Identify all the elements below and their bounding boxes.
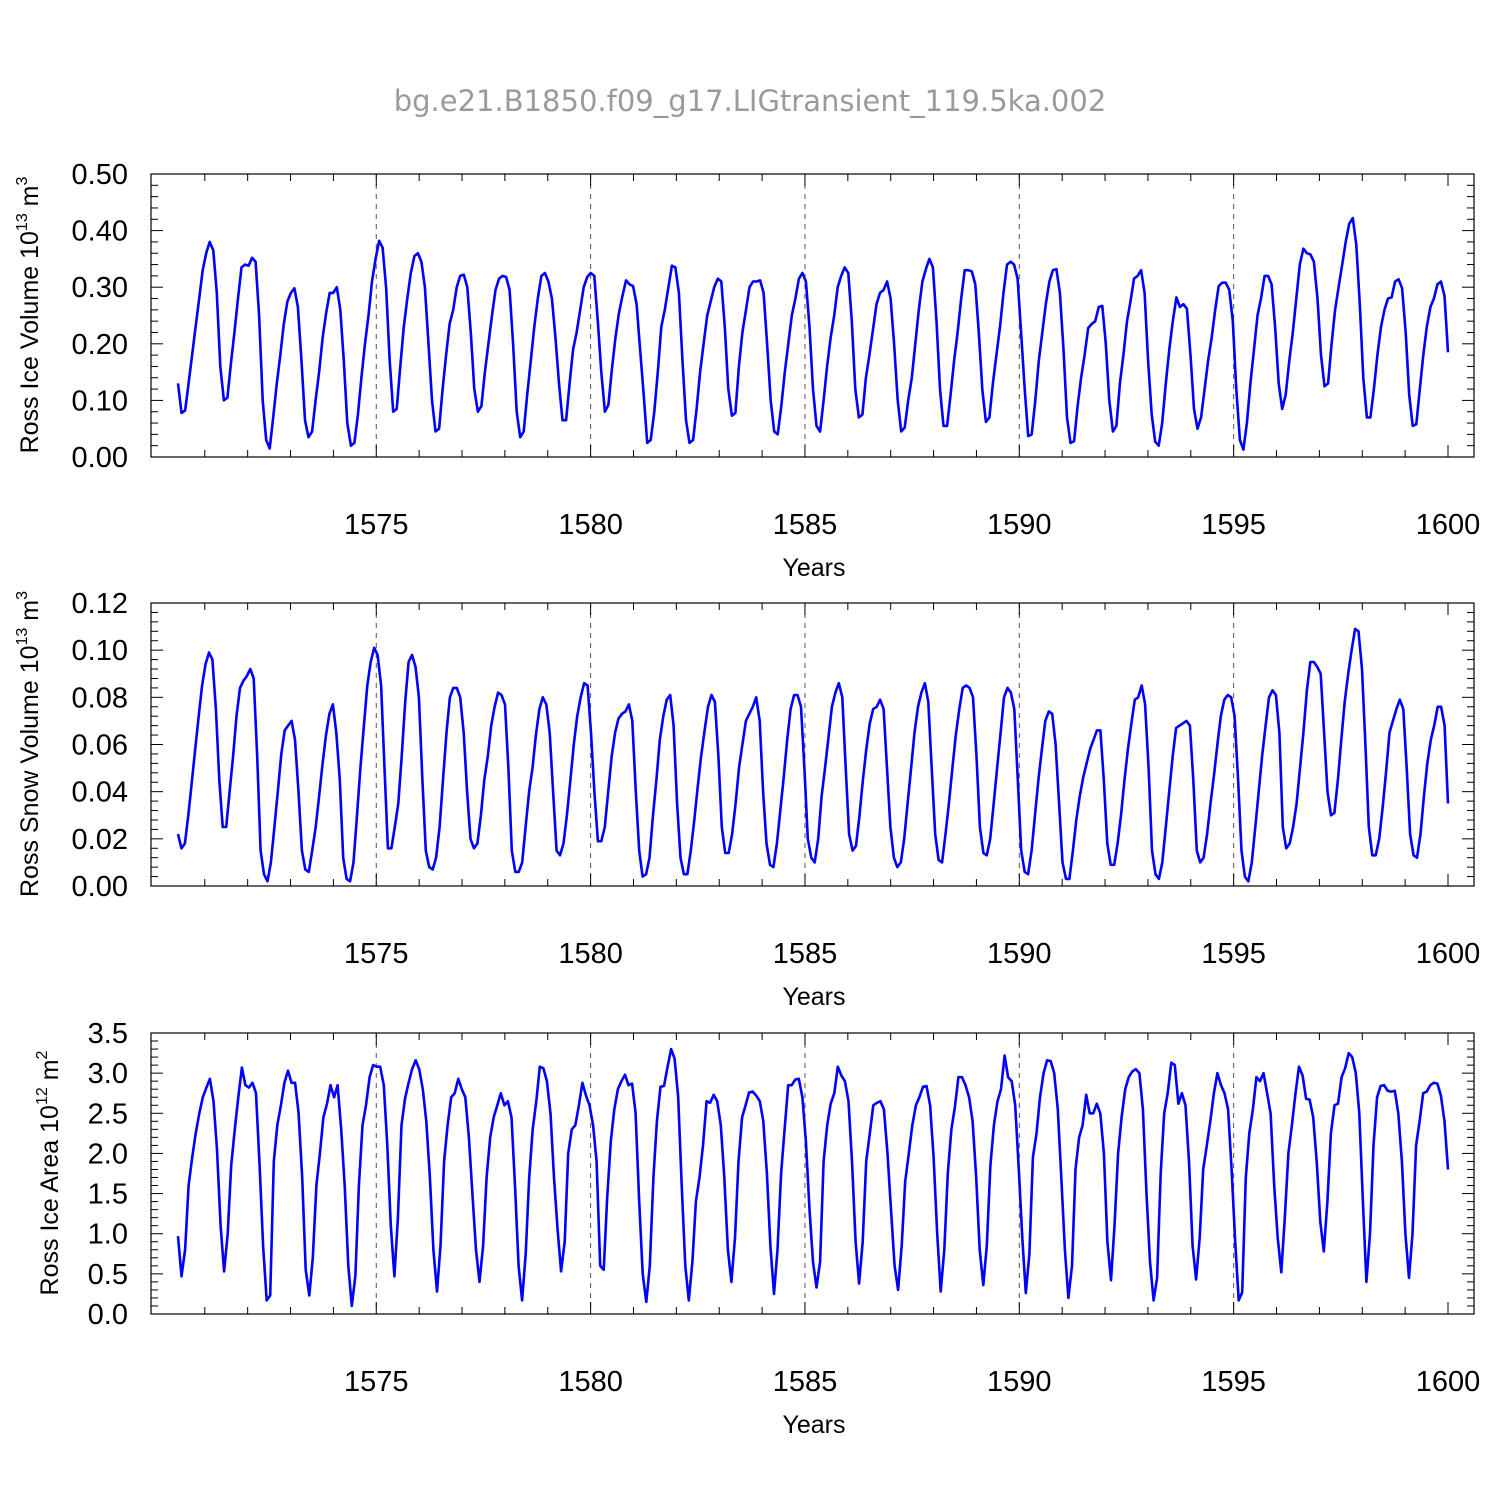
y-tick-label: 3.0 bbox=[88, 1058, 128, 1090]
y-tick-label: 0.10 bbox=[72, 385, 128, 417]
x-axis-label: Years bbox=[782, 983, 845, 1011]
y-tick-label: 1.0 bbox=[88, 1219, 128, 1251]
y-tick-label: 0.5 bbox=[88, 1259, 128, 1291]
y-tick-label: 2.5 bbox=[88, 1098, 128, 1130]
panel-snow-volume: 1575 1580 1585 1590 1595 1600 Years 0.00 0.02 0.0… bbox=[14, 588, 1480, 1011]
y-tick-label: 0.20 bbox=[72, 329, 128, 361]
y-tick-label: 2.0 bbox=[88, 1138, 128, 1170]
plot-frame bbox=[150, 602, 1475, 887]
y-tick-label: 0.08 bbox=[72, 682, 128, 714]
x-tick-label: 1595 bbox=[1201, 938, 1266, 970]
panel-ice-area: 1575 1580 1585 1590 1595 1600 Years 0.0 0.5 1.0 1.… bbox=[34, 1018, 1480, 1439]
x-tick-label: 1590 bbox=[987, 938, 1052, 970]
y-tick-label: 0.12 bbox=[72, 588, 128, 620]
y-tick-label: 0.02 bbox=[72, 824, 128, 856]
y-axis-label: Ross Ice Volume 1013 m3 bbox=[14, 176, 44, 453]
panels: 1575 1580 1585 1590 1595 1600 Years 0.00 0.10 0.2… bbox=[14, 159, 1480, 1439]
series-line bbox=[176, 627, 1450, 883]
y-tick-label: 0.10 bbox=[72, 635, 128, 667]
chart-title: bg.e21.B1850.f09_g17.LIGtransient_119.5k… bbox=[394, 84, 1107, 118]
x-tick-label: 1585 bbox=[773, 938, 838, 970]
y-tick-label: 1.5 bbox=[88, 1179, 128, 1211]
plot-frame bbox=[150, 173, 1475, 458]
x-tick-label: 1580 bbox=[558, 1366, 623, 1398]
x-tick-label: 1575 bbox=[344, 938, 409, 970]
x-tick-label: 1590 bbox=[987, 509, 1052, 541]
y-tick-label: 0.04 bbox=[72, 777, 128, 809]
y-axis-label: Ross Snow Volume 1013 m3 bbox=[14, 591, 44, 897]
y-tick-label: 0.06 bbox=[72, 730, 128, 762]
x-tick-label: 1600 bbox=[1416, 938, 1481, 970]
panel-ice-volume: 1575 1580 1585 1590 1595 1600 Years 0.00 0.10 0.2… bbox=[14, 159, 1480, 582]
series-line bbox=[176, 1047, 1450, 1308]
x-axis-label: Years bbox=[782, 1411, 845, 1439]
y-tick-label: 3.5 bbox=[88, 1018, 128, 1050]
y-tick-label: 0.30 bbox=[72, 272, 128, 304]
y-axis-label: Ross Ice Area 1012 m2 bbox=[34, 1050, 64, 1295]
y-tick-label: 0.00 bbox=[72, 442, 128, 474]
y-tick-label: 0.40 bbox=[72, 216, 128, 248]
series-line bbox=[176, 216, 1450, 451]
x-tick-label: 1595 bbox=[1201, 1366, 1266, 1398]
y-tick-label: 0.50 bbox=[72, 159, 128, 191]
x-tick-label: 1580 bbox=[558, 938, 623, 970]
x-tick-label: 1575 bbox=[344, 1366, 409, 1398]
x-axis-label: Years bbox=[782, 554, 845, 582]
x-tick-label: 1595 bbox=[1201, 509, 1266, 541]
x-tick-label: 1585 bbox=[773, 1366, 838, 1398]
y-tick-label: 0.00 bbox=[72, 871, 128, 903]
x-tick-label: 1585 bbox=[773, 509, 838, 541]
x-tick-label: 1600 bbox=[1416, 509, 1481, 541]
x-tick-label: 1575 bbox=[344, 509, 409, 541]
plot-frame bbox=[150, 1032, 1475, 1315]
x-tick-label: 1600 bbox=[1416, 1366, 1481, 1398]
x-tick-label: 1580 bbox=[558, 509, 623, 541]
y-tick-label: 0.0 bbox=[88, 1299, 128, 1331]
x-tick-label: 1590 bbox=[987, 1366, 1052, 1398]
